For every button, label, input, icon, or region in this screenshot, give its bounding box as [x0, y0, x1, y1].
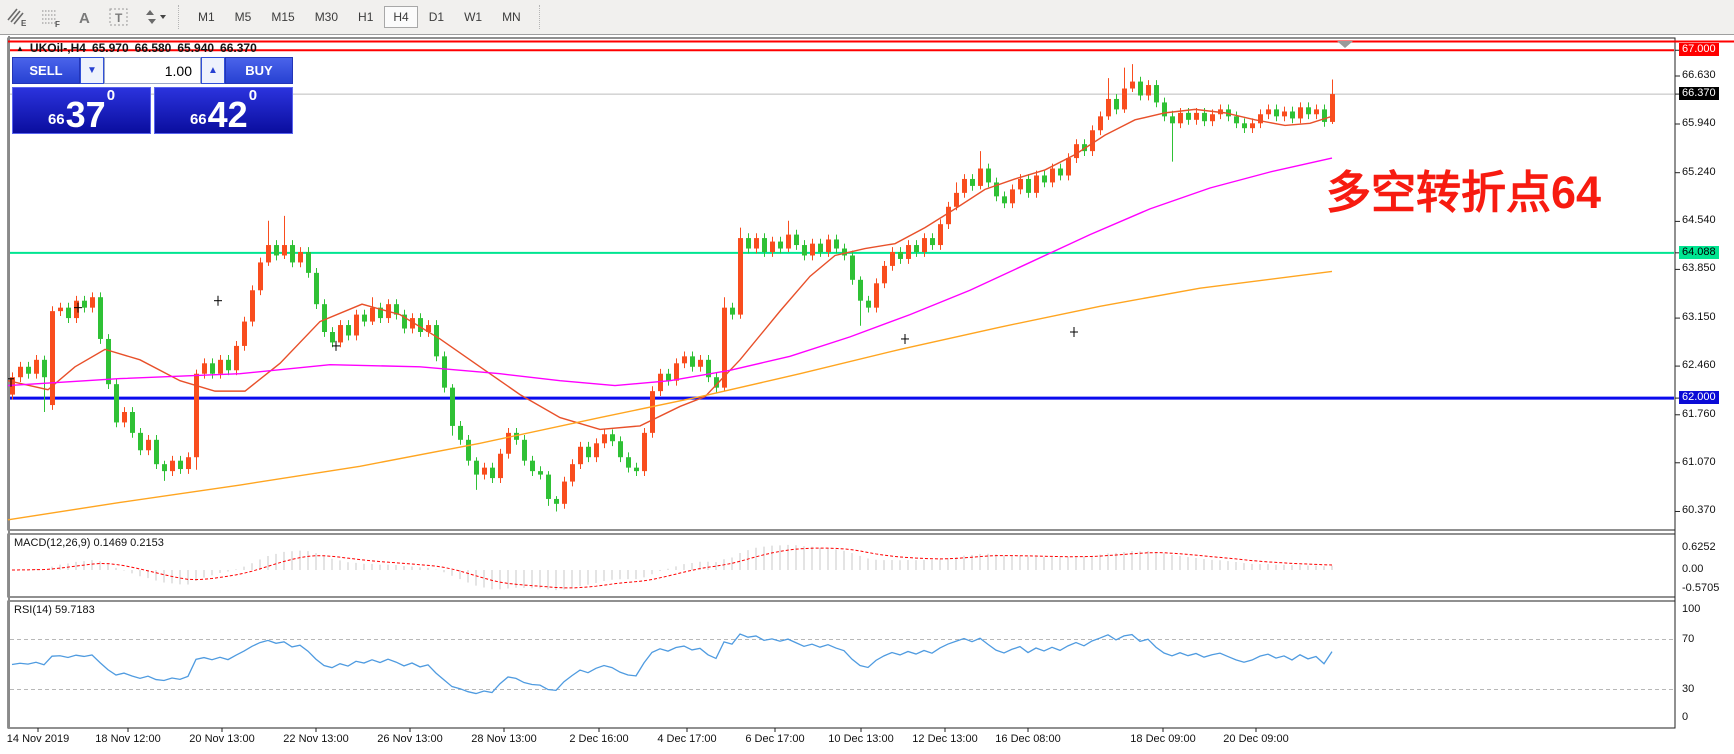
timeframe-bar: M1 M5 M15 M30 H1 H4 D1 W1 MN: [188, 6, 531, 28]
timeframe-button-m15[interactable]: M15: [271, 10, 295, 24]
candlesticks: [10, 64, 1335, 512]
macd-signal-line: [11, 547, 1333, 589]
timeframe-button-m30[interactable]: M30: [314, 10, 339, 24]
sell-price-point: 0: [106, 87, 116, 104]
ohlc-close: 66.370: [220, 41, 257, 55]
chart-annotation-text: 多空转折点64: [1326, 167, 1602, 218]
one-click-trade-panel: SELL ▼ 1.00 ▲ BUY 66 37 0 66 42 0: [12, 57, 293, 134]
indicator-axis-label: 0.00: [1682, 563, 1704, 575]
indicator-axis-label: 0.6252: [1682, 541, 1716, 553]
sell-button[interactable]: SELL: [12, 57, 80, 84]
collapse-triangle-icon[interactable]: ▲: [16, 43, 24, 53]
time-label: 20 Dec 09:00: [1223, 733, 1289, 745]
timeframe-button-m1[interactable]: M1: [198, 10, 215, 24]
ma-slow-orange: [7, 270, 1333, 521]
rsi-line: [11, 633, 1333, 695]
rsi-label: RSI(14) 59.7183: [14, 604, 95, 616]
buy-price-point: 0: [248, 87, 258, 104]
time-label: 26 Nov 13:00: [377, 733, 443, 745]
macd-label: MACD(12,26,9) 0.1469 0.2153: [14, 537, 164, 549]
time-label: 12 Dec 13:00: [912, 733, 978, 745]
volume-input[interactable]: 1.00: [104, 57, 201, 84]
sell-price-pips: 37: [65, 94, 106, 136]
ohlc-low: 65.940: [177, 41, 215, 55]
scroll-marker-icon: [1337, 41, 1353, 48]
volume-increase-button[interactable]: ▲: [201, 57, 225, 84]
price-label: 63.850: [1682, 262, 1716, 275]
buy-button[interactable]: BUY: [225, 57, 293, 84]
price-label: 67.000: [1679, 43, 1719, 57]
time-label: 6 Dec 17:00: [745, 733, 805, 745]
grid-icon[interactable]: F: [36, 4, 66, 30]
time-label: 2 Dec 16:00: [569, 733, 629, 745]
indicator-axis-label: 30: [1682, 683, 1695, 695]
time-label: 14 Nov 2019: [6, 733, 70, 745]
indicators-hatch-icon[interactable]: E: [2, 4, 32, 30]
price-label: 64.540: [1682, 214, 1716, 227]
price-label: 64.088: [1679, 245, 1719, 259]
timeframe-button-h1[interactable]: H1: [358, 10, 374, 24]
price-label: 63.150: [1682, 311, 1716, 324]
time-label: 28 Nov 13:00: [471, 733, 537, 745]
price-label: 65.240: [1682, 165, 1716, 178]
price-label: 60.370: [1682, 504, 1716, 517]
symbol-period-label: UKOil-,H4: [29, 41, 86, 55]
buy-price-pips: 42: [207, 94, 248, 136]
textbox-icon[interactable]: T: [104, 4, 134, 30]
ma-fast-red: [7, 108, 1333, 431]
ohlc-open: 65.970: [91, 41, 129, 55]
chart-title: ▲ UKOil-,H4 65.970 66.580 65.940 66.370: [16, 41, 257, 55]
svg-text:E: E: [21, 19, 27, 28]
timeframe-button-d1[interactable]: D1: [428, 10, 445, 24]
indicator-axis-label: -0.5705: [1682, 582, 1720, 594]
price-label: 62.460: [1682, 359, 1716, 372]
svg-text:T: T: [115, 11, 123, 25]
text-label-icon[interactable]: A: [70, 4, 100, 30]
time-label: 20 Nov 13:00: [189, 733, 255, 745]
price-label: 66.630: [1682, 69, 1716, 81]
sell-price-button[interactable]: 66 37 0: [12, 87, 151, 134]
buy-price-whole: 66: [189, 111, 207, 128]
time-label: 18 Nov 12:00: [95, 733, 161, 745]
svg-text:F: F: [55, 20, 60, 28]
sell-price-whole: 66: [47, 111, 65, 128]
ohlc-high: 66.580: [134, 41, 172, 55]
toolbar: E F A T M1 M5 M1: [0, 0, 1734, 35]
time-label: 4 Dec 17:00: [657, 733, 717, 745]
timeframe-button-mn[interactable]: MN: [502, 10, 521, 24]
indicator-axis-label: 70: [1682, 633, 1695, 645]
time-label: 10 Dec 13:00: [828, 733, 894, 745]
price-label: 66.370: [1679, 87, 1719, 101]
time-label: 22 Nov 13:00: [283, 733, 349, 745]
timeframe-button-m5[interactable]: M5: [234, 10, 252, 24]
volume-decrease-button[interactable]: ▼: [80, 57, 104, 84]
ma-mid-magenta: [7, 157, 1333, 387]
indicator-axis-label: 0: [1682, 711, 1689, 723]
buy-price-button[interactable]: 66 42 0: [154, 87, 293, 134]
svg-text:A: A: [79, 10, 90, 27]
price-label: 61.760: [1682, 407, 1716, 420]
price-label: 65.940: [1682, 116, 1716, 129]
price-label: 61.070: [1682, 455, 1716, 468]
time-label: 16 Dec 08:00: [995, 733, 1061, 745]
toolbar-separator: [178, 5, 180, 29]
indicator-axis-label: 100: [1682, 603, 1701, 615]
timeframe-button-w1[interactable]: W1: [464, 10, 483, 24]
time-label: 18 Dec 09:00: [1130, 733, 1196, 745]
sort-arrows-icon[interactable]: [138, 4, 168, 30]
price-label: 62.000: [1679, 391, 1719, 405]
toolbar-separator: [538, 5, 541, 29]
timeframe-button-h4[interactable]: H4: [384, 6, 418, 28]
